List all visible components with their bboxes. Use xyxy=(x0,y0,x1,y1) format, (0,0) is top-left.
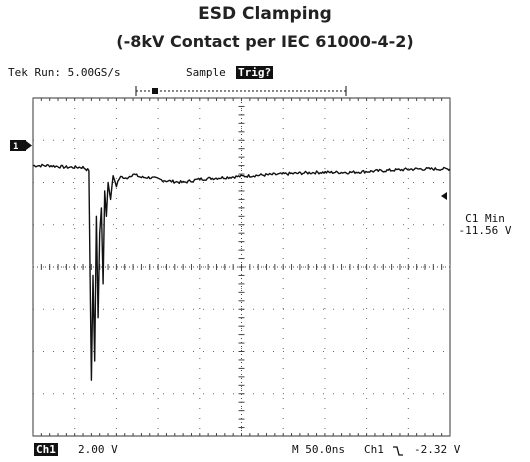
timebase-setting: M 50.0ns xyxy=(292,443,345,456)
graticule-grid xyxy=(32,97,451,437)
acquisition-mode: Sample xyxy=(186,66,226,79)
acquisition-status: Tek Run: 5.00GS/s xyxy=(8,66,121,79)
ch1-waveform xyxy=(32,163,451,381)
measurement-marker-arrow xyxy=(441,192,447,200)
ch1-marker-box xyxy=(10,140,26,151)
ch1-vertical-scale: 2.00 V xyxy=(78,443,118,456)
chart-subtitle: (-8kV Contact per IEC 61000-4-2) xyxy=(116,32,414,51)
falling-edge-icon xyxy=(393,446,403,456)
trigger-level: -2.32 V xyxy=(414,443,461,456)
ch1-trace-line xyxy=(32,163,451,381)
record-window-indicator xyxy=(135,86,347,96)
trigger-source: Ch1 xyxy=(364,443,384,456)
ch1-badge: Ch1 xyxy=(34,443,58,456)
record-window-marker xyxy=(152,88,158,94)
measurement-label: C1 Min xyxy=(465,212,505,225)
ch1-marker-label: 1 xyxy=(13,142,18,152)
trigger-status-badge: Trig? xyxy=(236,66,274,79)
measurement-value: -11.56 V xyxy=(459,224,512,237)
chart-title: ESD Clamping xyxy=(198,4,332,24)
ch1-marker-arrow xyxy=(26,141,32,150)
ch1-ground-marker: 1 xyxy=(10,140,32,152)
